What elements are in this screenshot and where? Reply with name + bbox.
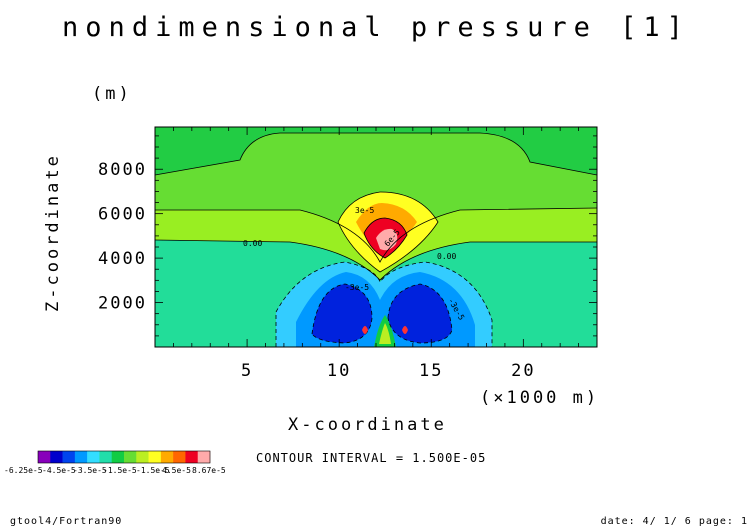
footer-date-page: date: 4/ 1/ 6 page: 1 [600,516,748,527]
red-marker-right [402,326,408,334]
colorbar-label-5: -1.5e-5 [136,466,170,475]
colorbar-swatch [111,451,125,463]
colorbar-swatch [38,451,51,463]
colorbar-label-3: -3.5e-5 [73,466,107,475]
contour-label-3e5: 3e-5 [355,206,374,215]
colorbar-frame [37,450,211,464]
x-axis-ticks: 5 10 15 20 [173,127,579,381]
contour-line [155,132,597,176]
colorbar-label-6: 4.5e-5 [162,466,191,475]
colorbar-swatch [136,451,149,463]
x-tick-label: 20 [511,361,535,381]
x-tick-label: 5 [241,361,253,381]
field-band-mid [155,208,597,280]
colorbar-swatch [87,451,100,463]
colorbar-swatch [50,451,63,463]
y-tick-label: 4000 [98,249,147,269]
x-tick-label: 15 [419,361,443,381]
low-cell-left [312,284,372,343]
y-axis-ticks: 2000 4000 6000 8000 [98,135,597,337]
x-axis-unit: (×1000 m) [480,388,600,408]
contour-line-low-right [387,283,453,344]
y-tick-label: 2000 [98,294,147,314]
contour-label-zero-right: 0.00 [437,252,456,261]
colorbar-swatch [148,451,162,463]
colorbar-swatch [99,451,113,463]
contour-label-zero-left: 0.00 [243,239,262,248]
colorbar-label-min: -6.25e-5 [4,466,43,475]
contour-line-zero [155,239,597,281]
contour-line-high [337,191,439,273]
colorbar-swatch [173,451,186,463]
contour-line-high-inner [363,217,408,259]
field-band-top [155,127,597,175]
x-axis-label: X-coordinate [288,415,447,435]
colorbar-swatch [197,451,211,463]
colorbar-label-4: -1.5e-5 [103,466,137,475]
chart-title: nondimensional pressure [1] [62,12,690,43]
red-marker-left [362,326,368,334]
contour-label-neg-left: -3e-5 [345,283,369,292]
y-tick-label: 8000 [98,160,147,180]
colorbar-swatch [160,451,174,463]
low-center-spike-inner [379,323,391,344]
contour-field [155,127,597,347]
colorbar-swatch [62,451,76,463]
colorbar [37,450,211,464]
colorbar-swatch [124,451,137,463]
colorbar-swatch [185,451,199,463]
contour-line-zero-upper [155,207,597,263]
y-tick-label: 6000 [98,205,147,225]
contour-line-negative [275,261,493,347]
x-tick-label: 10 [327,361,351,381]
footer-program: gtool4/Fortran90 [10,516,123,527]
contour-interval-text: CONTOUR INTERVAL = 1.500E-05 [256,451,487,465]
contour-line-low-left [311,283,373,344]
y-axis-label: Z-coordinate [43,153,63,312]
colorbar-swatch [74,451,88,463]
colorbar-label-max: 8.67e-5 [192,466,226,475]
y-axis-unit: (m) [92,84,132,104]
colorbar-label-2: -4.5e-5 [42,466,76,475]
